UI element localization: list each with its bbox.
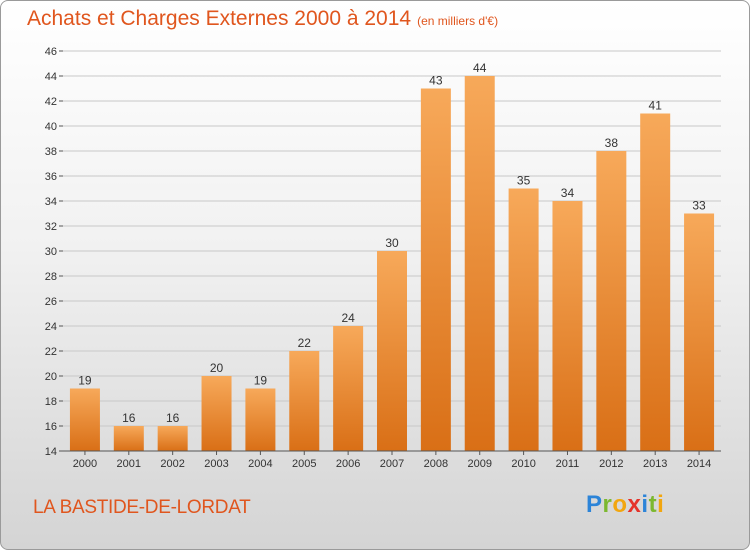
y-tick-label: 44 xyxy=(45,71,57,83)
x-tick-label: 2001 xyxy=(117,458,141,470)
data-label-2007: 30 xyxy=(385,236,399,250)
x-tick-label: 2013 xyxy=(643,458,667,470)
x-tick-label: 2000 xyxy=(73,458,97,470)
x-tick-label: 2002 xyxy=(160,458,184,470)
y-tick-label: 18 xyxy=(45,396,57,408)
y-tick-label: 16 xyxy=(45,421,57,433)
bar-2008 xyxy=(420,88,451,451)
bar-2000 xyxy=(69,388,100,451)
data-label-2011: 34 xyxy=(561,186,575,200)
bar-2014 xyxy=(684,213,715,451)
y-tick-label: 24 xyxy=(45,321,57,333)
data-label-2004: 19 xyxy=(254,374,268,388)
x-tick-label: 2007 xyxy=(380,458,404,470)
bar-2010 xyxy=(508,188,539,451)
x-tick-label: 2010 xyxy=(511,458,535,470)
x-tick-label: 2006 xyxy=(336,458,360,470)
data-label-2012: 38 xyxy=(605,136,619,150)
data-label-2014: 33 xyxy=(692,199,706,213)
bar-2005 xyxy=(289,351,320,451)
y-axis-ticks: 14 16 18 20 22 24 26 28 30 32 34 36 38 40 42 44 46 xyxy=(45,46,63,458)
bar-2001 xyxy=(113,426,144,451)
y-tick-label: 26 xyxy=(45,296,57,308)
commune-name: LA BASTIDE-DE-LORDAT xyxy=(33,497,251,518)
y-tick-label: 28 xyxy=(45,271,57,283)
data-label-2006: 24 xyxy=(341,311,355,325)
x-tick-label: 2003 xyxy=(204,458,228,470)
y-tick-label: 22 xyxy=(45,346,57,358)
bar-2002 xyxy=(157,426,188,451)
data-label-2009: 44 xyxy=(473,61,487,75)
data-label-2002: 16 xyxy=(166,411,180,425)
y-tick-label: 40 xyxy=(45,121,57,133)
bar-2013 xyxy=(640,113,671,451)
bar-2007 xyxy=(377,251,407,451)
proxiti-logo: Proxiti xyxy=(586,491,665,518)
bar-2011 xyxy=(552,201,583,451)
bar-2009 xyxy=(464,76,495,451)
x-tick-label: 2009 xyxy=(467,458,491,470)
bars xyxy=(69,76,715,451)
bar-2012 xyxy=(596,151,627,451)
y-tick-label: 14 xyxy=(45,446,57,458)
data-label-2010: 35 xyxy=(517,174,531,188)
y-tick-label: 34 xyxy=(45,196,57,208)
data-labels: 19 16 16 20 19 22 24 30 43 44 35 34 38 41 33 xyxy=(78,61,706,425)
x-axis-ticks: 2000 2001 2002 2003 2004 2005 2006 2007 2008 2009… xyxy=(73,451,711,470)
chart-subtitle: (en milliers d'€) xyxy=(417,14,499,28)
chart-title: Achats et Charges Externes 2000 à 2014 (e… xyxy=(27,7,498,31)
y-tick-label: 30 xyxy=(45,246,57,258)
y-tick-label: 36 xyxy=(45,171,57,183)
data-label-2001: 16 xyxy=(122,411,136,425)
y-tick-label: 46 xyxy=(45,46,57,58)
x-tick-label: 2005 xyxy=(292,458,316,470)
y-tick-label: 20 xyxy=(45,371,57,383)
data-label-2013: 41 xyxy=(649,99,663,113)
y-tick-label: 32 xyxy=(45,221,57,233)
x-tick-label: 2014 xyxy=(687,458,711,470)
data-label-2000: 19 xyxy=(78,374,92,388)
y-tick-label: 42 xyxy=(45,96,57,108)
x-tick-label: 2004 xyxy=(248,458,272,470)
bar-2004 xyxy=(245,388,276,451)
data-label-2003: 20 xyxy=(210,361,224,375)
x-tick-label: 2011 xyxy=(556,458,580,470)
bar-2006 xyxy=(333,326,364,451)
data-label-2008: 43 xyxy=(429,74,443,88)
data-label-2005: 22 xyxy=(298,336,312,350)
bar-2003 xyxy=(201,376,232,451)
chart-title-text: Achats et Charges Externes 2000 à 2014 xyxy=(27,7,412,30)
x-tick-label: 2012 xyxy=(599,458,623,470)
x-tick-label: 2008 xyxy=(424,458,448,470)
y-tick-label: 38 xyxy=(45,146,57,158)
